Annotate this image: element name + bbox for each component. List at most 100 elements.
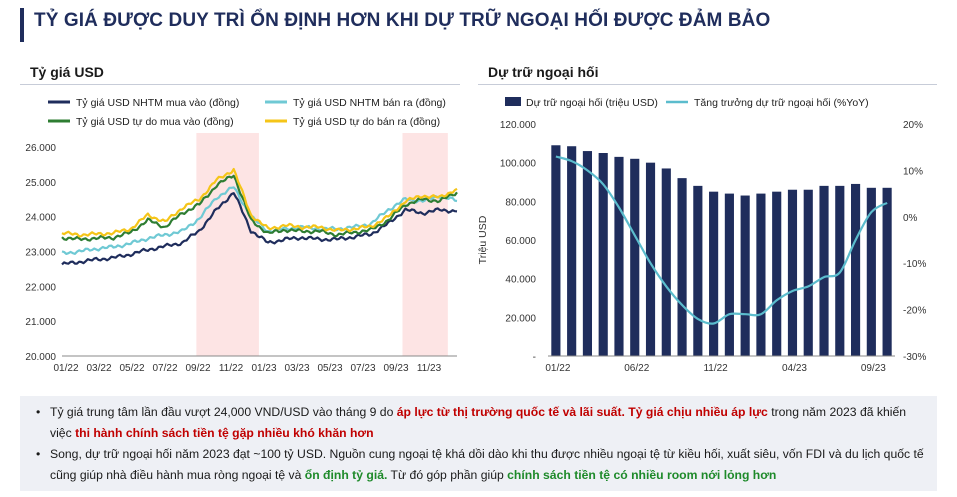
fx-x-tick-label: 03/22	[86, 363, 111, 374]
fx-x-tick-label: 01/22	[53, 363, 78, 374]
fx-x-tick-label: 11/22	[219, 363, 244, 374]
fx-x-tick-label: 07/23	[350, 363, 375, 374]
reserve-title-rule	[478, 84, 937, 85]
reserve-bar	[709, 191, 719, 356]
note-text-segment: Tỷ giá trung tâm lần đầu vượt 24,000 VND…	[50, 405, 397, 419]
reserve-y2-tick-label: 10%	[903, 166, 923, 177]
fx-shaded-period	[402, 133, 448, 356]
fx-series-lines	[61, 167, 458, 266]
reserve-bar	[567, 146, 577, 356]
reserve-y-tick-label: -	[533, 352, 536, 363]
title-accent-bar	[20, 8, 24, 42]
note-text-segment: Song, dự trữ ngoại hối năm 2023 đạt ~100…	[50, 447, 924, 482]
reserve-bar	[645, 162, 656, 356]
fx-y-axis: 20.000 21.000 22.000 23.000 24.000 25.000 26.0…	[25, 143, 457, 363]
reserve-bar	[614, 156, 624, 356]
reserve-bars	[548, 145, 895, 357]
note-text-segment: thi hành chính sách tiền tệ gặp nhiều kh…	[75, 426, 374, 440]
reserve-y2-tick-label: 0%	[903, 213, 918, 224]
note-bullet-1: • Tỷ giá trung tâm lần đầu vượt 24,000 VN…	[32, 402, 927, 444]
reserve-y-tick-label: 100.000	[500, 159, 537, 170]
reserve-bar	[630, 158, 640, 356]
reserve-y2-tick-label: -10%	[903, 259, 926, 270]
reserve-legend-label: Tăng trưởng dự trữ ngoại hối (%YoY)	[694, 97, 869, 109]
reserve-y-axis-label: Triệu USD	[477, 215, 489, 264]
bullet-dot-icon: •	[36, 405, 41, 419]
reserve-growth-line	[555, 155, 888, 325]
reserve-bar	[819, 185, 829, 356]
reserve-legend: Dự trữ ngoại hối (triệu USD) Tăng trưởng …	[505, 97, 869, 109]
fx-y-tick-label: 24.000	[25, 213, 56, 224]
fx-y-tick-label: 21.000	[25, 317, 56, 328]
fx-legend-label: Tỷ giá USD NHTM mua vào (đồng)	[76, 97, 239, 109]
reserve-y-tick-label: 40.000	[505, 275, 536, 286]
reserve-bar	[850, 183, 861, 356]
reserve-bar	[787, 189, 798, 356]
reserve-bar	[693, 185, 703, 356]
reserve-x-axis: 01/22 06/22 11/22 04/23 09/23	[545, 363, 886, 374]
reserve-y-tick-label: 120.000	[500, 120, 537, 131]
fx-y-tick-label: 20.000	[25, 352, 56, 363]
note-2-text: Song, dự trữ ngoại hối năm 2023 đạt ~100…	[50, 447, 924, 482]
note-text-segment: chính sách tiền tệ có nhiều room nới lỏn…	[507, 468, 777, 482]
reserve-bar	[756, 193, 766, 356]
note-text-segment: trong năm 2023 đã khiến việc	[50, 405, 907, 440]
reserve-y-axis: - 20.000 40.000 60.000 80.000 100.000 120.000 T…	[477, 120, 536, 363]
reserve-x-tick-label: 06/22	[624, 363, 649, 374]
note-bullet-2: • Song, dự trữ ngoại hối năm 2023 đạt ~10…	[32, 444, 927, 486]
reserve-bar	[598, 153, 608, 356]
fx-shaded-periods	[196, 133, 448, 356]
fx-x-tick-label: 09/23	[383, 363, 408, 374]
reserve-y2-tick-label: -20%	[903, 306, 926, 317]
fx-x-tick-label: 07/22	[152, 363, 177, 374]
fx-x-axis: 01/22 03/22 05/22 07/22 09/22 11/22 01/23 03/23…	[53, 363, 441, 374]
reserve-bar	[772, 191, 782, 356]
fx-series-line	[61, 186, 458, 255]
note-text-segment: áp lực từ thị trường quốc tế và lãi suất…	[396, 405, 768, 419]
reserve-bar	[866, 187, 876, 356]
reserve-bar	[661, 168, 671, 356]
fx-rate-chart: Tỷ giá USD NHTM mua vào (đồng) Tỷ giá USD…	[25, 97, 458, 374]
fx-y-tick-label: 25.000	[25, 178, 56, 189]
reserve-x-tick-label: 11/22	[703, 363, 728, 374]
reserve-y-tick-label: 60.000	[505, 236, 536, 247]
fx-x-tick-label: 05/22	[119, 363, 144, 374]
note-text-segment: ổn định tỷ giá.	[304, 468, 388, 482]
fx-y-tick-label: 26.000	[25, 143, 56, 154]
reserve-y2-axis: -30% -20% -10% 0% 10% 20%	[903, 120, 926, 363]
fx-legend-label: Tỷ giá USD tự do bán ra (đồng)	[293, 116, 440, 128]
reserve-chart: Dự trữ ngoại hối (triệu USD) Tăng trưởng …	[477, 97, 926, 374]
fx-series-line	[61, 174, 458, 242]
note-text-segment: Từ đó góp phần giúp	[387, 468, 508, 482]
fx-legend-label: Tỷ giá USD tự do mua vào (đồng)	[76, 116, 234, 128]
reserve-bar	[803, 189, 813, 356]
fx-y-tick-label: 23.000	[25, 248, 56, 259]
reserve-chart-title: Dự trữ ngoại hối	[488, 64, 599, 80]
reserve-bar	[551, 145, 561, 356]
reserve-bar	[582, 151, 593, 356]
fx-x-tick-label: 05/23	[317, 363, 342, 374]
fx-x-tick-label: 01/23	[251, 363, 276, 374]
reserve-bar	[882, 187, 892, 356]
page-title: TỶ GIÁ ĐƯỢC DUY TRÌ ỔN ĐỊNH HƠN KHI DỰ T…	[34, 10, 771, 31]
reserve-bar	[677, 178, 687, 356]
reserve-bar	[724, 193, 734, 356]
reserve-y-tick-label: 80.000	[505, 197, 536, 208]
fx-x-tick-label: 11/23	[417, 363, 442, 374]
reserve-x-tick-label: 01/22	[545, 363, 570, 374]
fx-y-tick-label: 22.000	[25, 282, 56, 293]
reserve-y2-tick-label: 20%	[903, 120, 923, 131]
reserve-legend-label: Dự trữ ngoại hối (triệu USD)	[526, 97, 658, 109]
fx-series-line	[61, 192, 458, 266]
fx-x-tick-label: 09/22	[185, 363, 210, 374]
fx-legend: Tỷ giá USD NHTM mua vào (đồng) Tỷ giá USD…	[48, 97, 446, 128]
note-1-text: Tỷ giá trung tâm lần đầu vượt 24,000 VND…	[50, 405, 906, 440]
fx-title-rule	[20, 84, 460, 85]
notes-box: • Tỷ giá trung tâm lần đầu vượt 24,000 VN…	[20, 396, 937, 491]
fx-legend-label: Tỷ giá USD NHTM bán ra (đồng)	[293, 97, 446, 109]
reserve-y-tick-label: 20.000	[505, 313, 536, 324]
fx-chart-title: Tỷ giá USD	[30, 64, 104, 80]
fx-x-tick-label: 03/23	[284, 363, 309, 374]
fx-series-line	[61, 167, 458, 238]
reserve-legend-bar-swatch	[505, 97, 521, 106]
